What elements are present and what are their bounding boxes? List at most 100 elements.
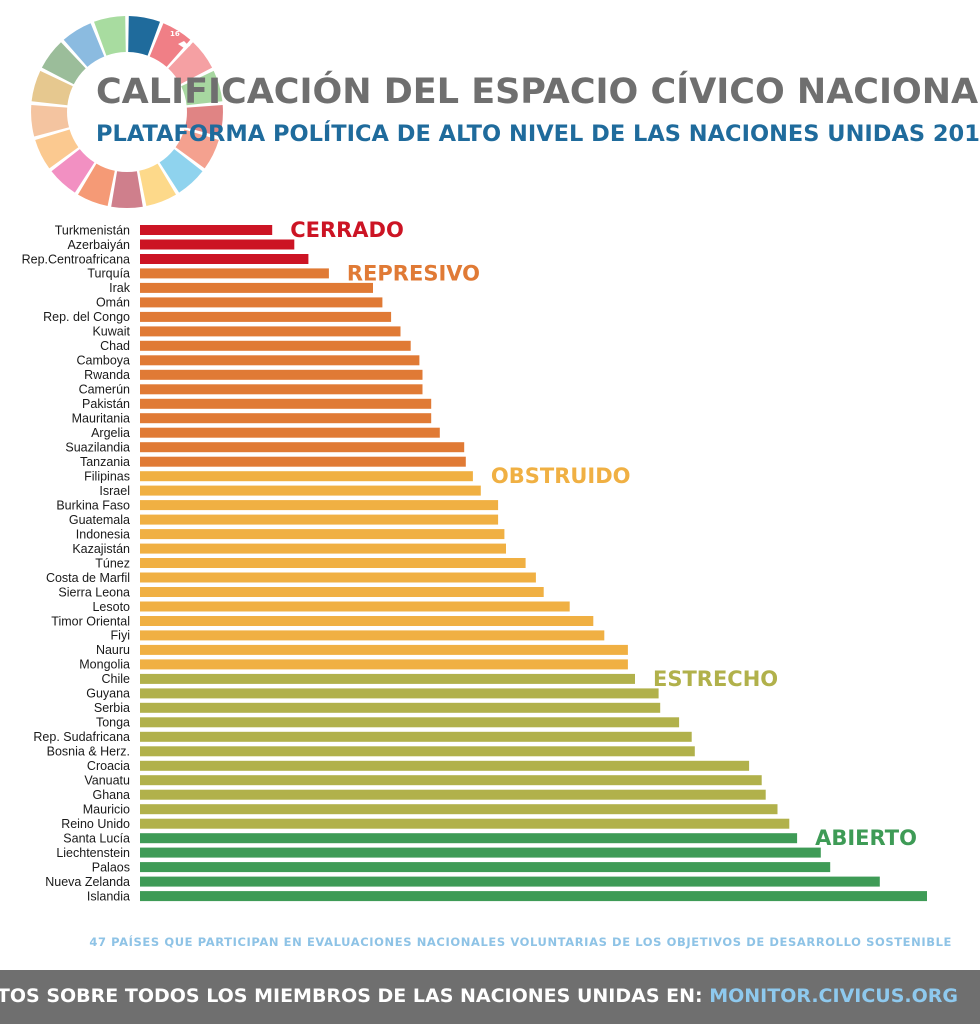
category-label: Liechtenstein: [56, 846, 130, 860]
category-label: Sierra Leona: [58, 585, 130, 599]
bar: [140, 688, 659, 699]
group-label-estrecho: ESTRECHO: [653, 667, 778, 691]
bar: [140, 427, 440, 438]
sdg-wheel-segment: [31, 105, 69, 137]
bar: [140, 398, 432, 409]
sdg-wheel-segment: [63, 23, 105, 67]
category-label: Rep. del Congo: [43, 310, 130, 324]
sdg-wheel-segment: [159, 149, 203, 193]
civic-space-bar-chart: TurkmenistánAzerbaiyánRep.Centroafricana…: [22, 218, 927, 903]
group-label-represivo: REPRESIVO: [347, 261, 480, 285]
page-title: CALIFICACIÓN DEL ESPACIO CÍVICO NACIONAL: [96, 72, 980, 112]
category-label: Irak: [109, 281, 131, 295]
bar: [140, 572, 536, 583]
footer-label: DATOS SOBRE TODOS LOS MIEMBROS DE LAS NA…: [0, 985, 710, 1007]
category-label: Filipinas: [84, 470, 130, 484]
bar: [140, 355, 420, 366]
sdg-wheel-segment: [51, 149, 95, 193]
bar: [140, 644, 628, 655]
bar: [140, 311, 392, 322]
category-label: Rwanda: [84, 368, 130, 382]
bar: [140, 833, 798, 844]
bar: [140, 471, 473, 482]
category-label: Serbia: [94, 701, 130, 715]
sdg-wheel-segment: [94, 16, 126, 56]
sdg-16-badge: 16: [170, 30, 180, 38]
bar: [140, 254, 309, 264]
footer-bar: DATOS SOBRE TODOS LOS MIEMBROS DE LAS NA…: [0, 970, 980, 1024]
bar: [140, 297, 383, 308]
sdg-wheel-segment: [41, 42, 86, 85]
bar: [140, 558, 526, 568]
sdg-wheel-logo: 16: [31, 16, 223, 209]
category-label: Rep. Sudafricana: [33, 730, 130, 744]
category-label: Croacia: [87, 759, 130, 773]
sdg-wheel-segment: [181, 70, 223, 106]
bar: [140, 804, 778, 815]
category-label: Nauru: [96, 643, 130, 657]
category-label: Bosnia & Herz.: [47, 745, 130, 759]
category-label: Túnez: [95, 556, 130, 570]
bar: [140, 442, 465, 453]
bar: [140, 514, 499, 525]
bar: [140, 239, 295, 250]
category-label: Mauritania: [72, 412, 130, 426]
bar: [140, 543, 506, 554]
sdg-wheel-segment: [78, 163, 115, 206]
category-label: Reino Unido: [61, 817, 130, 831]
sdg-wheel-segment: [128, 16, 160, 56]
bar: [140, 340, 411, 351]
sdg-wheel-segment: [31, 70, 73, 106]
bar: [140, 702, 661, 713]
category-label: Timor Oriental: [51, 614, 130, 628]
bar: [140, 413, 432, 424]
category-label: Indonesia: [76, 527, 130, 541]
sdg-wheel-segment: [35, 129, 79, 169]
category-label: Chad: [100, 339, 130, 353]
bar: [140, 862, 831, 873]
category-label: Costa de Marfil: [46, 571, 130, 585]
bar: [140, 673, 635, 684]
bar: [140, 746, 695, 757]
category-label: Burkina Faso: [56, 498, 130, 512]
bar: [140, 760, 750, 771]
bar: [140, 282, 373, 293]
bar: [140, 587, 544, 597]
bar: [140, 891, 927, 902]
bar: [140, 847, 821, 858]
category-label: Ghana: [92, 788, 130, 802]
sdg-wheel-segment: [111, 171, 143, 209]
bar: [140, 485, 481, 496]
category-label: Tonga: [96, 716, 130, 730]
category-label: Chile: [102, 672, 131, 686]
category-label: Lesoto: [92, 600, 130, 614]
category-label: Omán: [96, 296, 130, 310]
category-label: Turkmenistán: [55, 223, 130, 237]
category-label: Guatemala: [69, 513, 130, 527]
bar: [140, 326, 401, 337]
category-label: Camboya: [77, 354, 131, 368]
bar: [140, 775, 762, 786]
category-label: Camerún: [79, 383, 130, 397]
footnote: 47 PAÍSES QUE PARTICIPAN EN EVALUACIONES…: [89, 935, 952, 949]
category-label: Vanuatu: [84, 774, 130, 788]
group-label-obstruido: OBSTRUIDO: [491, 464, 631, 488]
monitor-link[interactable]: MONITOR.CIVICUS.ORG: [709, 985, 958, 1007]
group-label-abierto: ABIERTO: [815, 826, 917, 850]
sdg-wheel-segment: [185, 105, 223, 137]
category-label: Palaos: [92, 860, 130, 874]
bar: [140, 601, 570, 612]
bar: [140, 789, 766, 800]
category-label: Turquía: [87, 267, 130, 281]
bar: [140, 876, 880, 887]
category-label: Suazilandia: [65, 441, 130, 455]
category-label: Kazajistán: [72, 542, 130, 556]
bar: [140, 529, 505, 540]
category-label: Azerbaiyán: [67, 238, 130, 252]
bar: [140, 456, 466, 467]
category-label: Rep.Centroafricana: [22, 252, 130, 266]
bar: [140, 818, 790, 829]
bar: [140, 616, 594, 626]
footer-text: DATOS SOBRE TODOS LOS MIEMBROS DE LAS NA…: [0, 985, 958, 1007]
bar: [140, 225, 273, 235]
